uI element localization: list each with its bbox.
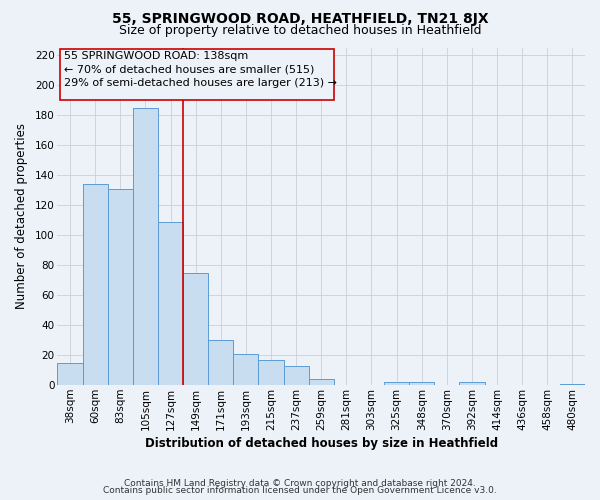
Bar — [409, 382, 434, 385]
FancyBboxPatch shape — [60, 49, 334, 100]
Text: Contains HM Land Registry data © Crown copyright and database right 2024.: Contains HM Land Registry data © Crown c… — [124, 478, 476, 488]
Bar — [83, 184, 108, 385]
Bar — [208, 340, 233, 385]
Bar — [259, 360, 284, 385]
Bar — [284, 366, 308, 385]
Bar — [108, 188, 133, 385]
Bar — [560, 384, 585, 385]
Text: 55, SPRINGWOOD ROAD, HEATHFIELD, TN21 8JX: 55, SPRINGWOOD ROAD, HEATHFIELD, TN21 8J… — [112, 12, 488, 26]
Bar — [308, 379, 334, 385]
Bar — [233, 354, 259, 385]
Bar — [133, 108, 158, 385]
Bar — [58, 362, 83, 385]
Text: Contains public sector information licensed under the Open Government Licence v3: Contains public sector information licen… — [103, 486, 497, 495]
Bar — [460, 382, 485, 385]
Text: 55 SPRINGWOOD ROAD: 138sqm
← 70% of detached houses are smaller (515)
29% of sem: 55 SPRINGWOOD ROAD: 138sqm ← 70% of deta… — [64, 52, 337, 88]
Text: Size of property relative to detached houses in Heathfield: Size of property relative to detached ho… — [119, 24, 481, 37]
X-axis label: Distribution of detached houses by size in Heathfield: Distribution of detached houses by size … — [145, 437, 498, 450]
Bar — [183, 272, 208, 385]
Y-axis label: Number of detached properties: Number of detached properties — [15, 124, 28, 310]
Bar — [384, 382, 409, 385]
Bar — [158, 222, 183, 385]
